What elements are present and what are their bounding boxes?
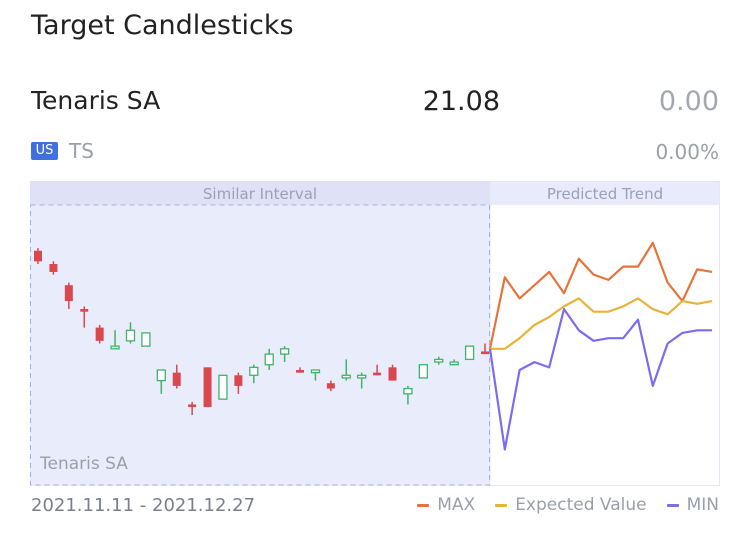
candle [80,306,89,328]
candle [64,282,73,310]
similar-interval-header [30,181,490,205]
candle [279,346,290,363]
similar-interval-bg [30,181,490,486]
candle-body [264,353,274,366]
price-change: 0.00 [658,86,719,117]
candle-body [310,369,321,374]
candle-body [234,375,243,386]
legend-swatch-expected [495,503,508,507]
candle [373,364,382,376]
date-range: 2021.11.11 - 2021.12.27 [31,495,256,516]
candle [264,348,274,370]
candle-body [464,345,475,361]
ticker-symbol: TS [69,139,94,163]
candle [341,359,351,381]
candle-body [357,374,367,379]
market-badge: US [31,142,58,160]
candle-body [49,264,58,272]
candle-body [341,374,351,379]
stock-name: Tenaris SA [31,86,161,115]
candle-body [110,345,120,350]
candle [481,343,489,355]
candles-group [34,248,489,416]
candle [141,332,151,347]
candle-body [481,351,489,355]
series-line-expected-value [490,297,713,350]
candle [464,345,475,361]
similar-interval-frame [30,204,490,486]
candle-body [64,285,73,302]
similar-interval-label: Similar Interval [203,185,317,203]
price-change-percent: 0.00% [655,140,719,164]
series-line-max [488,241,713,350]
legend-item-expected: Expected Value [495,495,647,515]
legend-label-expected: Expected Value [515,495,647,515]
stock-price: 21.08 [422,86,500,117]
prediction-lines-group [488,241,713,451]
candle-body [388,367,397,381]
candle-body [34,250,42,262]
candle-body [203,367,212,408]
candle [326,380,335,392]
legend-swatch-min [666,503,679,507]
chart-legend: MAX Expected Value MIN [417,495,719,515]
candle [249,364,259,384]
candle [310,369,321,381]
candle [234,372,243,394]
predicted-trend-label: Predicted Trend [547,185,663,203]
legend-item-min: MIN [666,495,719,515]
candle [34,248,42,264]
candle-body [296,370,305,373]
candle-body [188,404,197,408]
legend-label-min: MIN [686,495,719,515]
candle-body [279,348,290,355]
page-title: Target Candlesticks [31,10,294,41]
candle [203,367,212,408]
legend-label-max: MAX [437,495,476,515]
candle [357,372,367,389]
candle-body [326,383,335,389]
candle [296,367,305,373]
candle-body [80,309,89,312]
legend-swatch-max [417,503,430,507]
legend-item-max: MAX [417,495,475,515]
candle-body [156,369,166,382]
candlestick-chart: Similar Interval Predicted Trend Tenaris… [30,181,720,486]
candle-body [449,361,459,366]
candle-body [403,387,413,395]
candle-body [249,366,259,376]
candle-body [172,372,181,386]
candle-body [418,364,428,379]
candle-body [141,332,151,347]
candle [449,359,459,366]
candle [188,401,197,416]
series-line-min [488,308,712,451]
candle [172,364,181,389]
candle [49,261,58,275]
candle-body [125,329,136,342]
candle [218,374,228,400]
candle [110,330,120,350]
candle-body [373,372,382,376]
chart-watermark: Tenaris SA [39,454,128,474]
candle [434,356,444,365]
candle [388,364,397,381]
candle [125,322,136,344]
candle-body [95,327,104,341]
candle-body [218,374,228,400]
candle [403,385,413,405]
predicted-trend-header [490,181,720,205]
candle [95,324,104,344]
candle [156,369,166,394]
candle [418,364,428,379]
candle-body [434,358,444,363]
